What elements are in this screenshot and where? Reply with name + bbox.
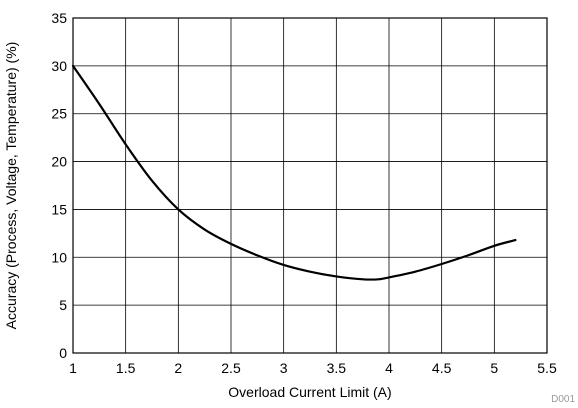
y-tick-label: 10 bbox=[51, 249, 67, 265]
series-line-0 bbox=[71, 64, 517, 281]
plot-frame bbox=[72, 17, 548, 354]
figure-id-label: D001 bbox=[551, 394, 575, 405]
y-tick-label: 20 bbox=[51, 154, 67, 170]
y-tick-label: 30 bbox=[51, 58, 67, 74]
x-tick-label: 4 bbox=[385, 360, 393, 376]
series-layer bbox=[71, 64, 517, 281]
x-tick-label: 5.5 bbox=[537, 360, 557, 376]
x-tick-label: 3.5 bbox=[327, 360, 347, 376]
x-tick-label: 1.5 bbox=[116, 360, 136, 376]
x-tick-labels: 1 1.5 2 2.5 3 3.5 4 4.5 5 5.5 bbox=[69, 360, 557, 376]
x-axis-title: Overload Current Limit (A) bbox=[228, 384, 391, 400]
grid-lines bbox=[72, 17, 548, 354]
x-tick-label: 2.5 bbox=[221, 360, 241, 376]
x-tick-label: 1 bbox=[69, 360, 77, 376]
y-tick-label: 15 bbox=[51, 201, 67, 217]
x-tick-label: 3 bbox=[280, 360, 288, 376]
y-axis-title: Accuracy (Process, Voltage, Temperature)… bbox=[3, 42, 19, 330]
y-tick-label: 5 bbox=[59, 297, 67, 313]
y-tick-label: 25 bbox=[51, 106, 67, 122]
x-tick-label: 5 bbox=[490, 360, 498, 376]
x-tick-label: 4.5 bbox=[432, 360, 452, 376]
y-tick-label: 0 bbox=[59, 345, 67, 361]
y-tick-labels: 0 5 10 15 20 25 30 35 bbox=[51, 10, 67, 361]
x-tick-label: 2 bbox=[174, 360, 182, 376]
y-tick-label: 35 bbox=[51, 10, 67, 26]
